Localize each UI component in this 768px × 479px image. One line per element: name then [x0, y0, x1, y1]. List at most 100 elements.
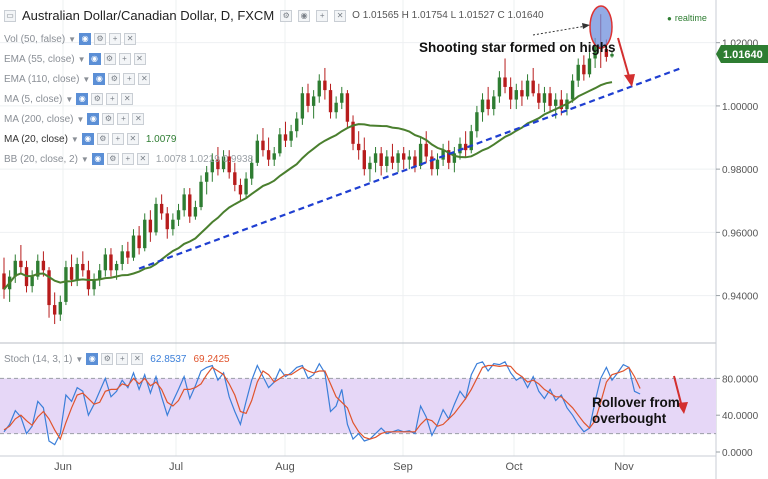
eye-icon[interactable]: ◉: [79, 33, 92, 45]
close-icon[interactable]: ✕: [138, 73, 151, 85]
settings-icon[interactable]: ⚙: [101, 353, 114, 365]
eye-icon[interactable]: ◉: [76, 93, 89, 105]
settings-icon[interactable]: ⚙: [103, 53, 116, 65]
indicator-value: 1.0079: [145, 133, 177, 145]
candle-body: [120, 251, 124, 264]
indicator-label: Stoch (14, 3, 1): [4, 353, 73, 365]
settings-icon[interactable]: ⚙: [94, 33, 107, 45]
candle-body: [356, 143, 361, 151]
eye-icon[interactable]: ◉: [81, 133, 94, 145]
settings-icon[interactable]: ⚙: [96, 133, 109, 145]
close-icon[interactable]: ✕: [334, 9, 347, 22]
indicator-legend-ema110[interactable]: EMA (110, close) ▼ ◉ ⚙ + ✕: [4, 73, 151, 85]
indicator-legend-ma200[interactable]: MA (200, close) ▼ ◉ ⚙ + ✕: [4, 113, 145, 125]
candle-body: [447, 150, 451, 163]
indicator-legend-ema55[interactable]: EMA (55, close) ▼ ◉ ⚙ + ✕: [4, 53, 146, 65]
close-icon[interactable]: ✕: [126, 133, 139, 145]
stoch-band: [0, 378, 716, 434]
indicator-legend-vol[interactable]: Vol (50, false) ▼ ◉ ⚙ + ✕: [4, 33, 137, 45]
add-icon[interactable]: +: [123, 73, 136, 85]
chevron-down-icon[interactable]: ▼: [82, 74, 91, 84]
candle-body: [368, 162, 372, 170]
candle-body: [204, 172, 209, 182]
candle-body: [306, 93, 310, 106]
candle-body: [58, 301, 62, 315]
chevron-down-icon[interactable]: ▼: [77, 54, 86, 64]
candle-body: [47, 270, 51, 306]
candle-body: [537, 93, 541, 103]
candle-body: [137, 235, 141, 249]
add-icon[interactable]: +: [117, 113, 130, 125]
candle-body: [407, 156, 412, 160]
indicator-label: EMA (55, close): [4, 53, 75, 65]
add-icon[interactable]: +: [109, 33, 122, 45]
candle-body: [508, 86, 513, 100]
add-icon[interactable]: +: [121, 153, 134, 165]
candle-body: [154, 203, 158, 233]
indicator-legend-stoch[interactable]: Stoch (14, 3, 1) ▼ ◉ ⚙ + ✕ 62.8537 69.2425: [4, 353, 230, 365]
chevron-down-icon[interactable]: ▼: [68, 34, 77, 44]
candle-body: [159, 203, 164, 214]
indicator-label: MA (5, close): [4, 93, 63, 105]
candle-body: [216, 159, 220, 170]
ma20-line: [3, 81, 613, 290]
eye-icon[interactable]: ◉: [86, 353, 99, 365]
close-icon[interactable]: ✕: [133, 53, 146, 65]
last-price-tag: 1.01640: [716, 45, 768, 64]
indicator-legend-bb[interactable]: BB (20, close, 2) ▼ ◉ ⚙ + ✕ 1.0078 1.0219 0.…: [4, 153, 253, 165]
add-icon[interactable]: +: [116, 353, 129, 365]
close-icon[interactable]: ✕: [136, 153, 149, 165]
close-icon[interactable]: ✕: [121, 93, 134, 105]
chevron-down-icon[interactable]: ▼: [75, 354, 84, 364]
settings-icon[interactable]: ⚙: [91, 93, 104, 105]
chevron-down-icon[interactable]: ▼: [80, 154, 89, 164]
indicator-legend-ma20[interactable]: MA (20, close) ▼ ◉ ⚙ + ✕ 1.0079: [4, 133, 176, 145]
indicator-legend-ma5[interactable]: MA (5, close) ▼ ◉ ⚙ + ✕: [4, 93, 134, 105]
stoch-tick-label: 0.0000: [722, 448, 753, 459]
chevron-down-icon[interactable]: ▼: [70, 134, 79, 144]
indicator-label: BB (20, close, 2): [4, 153, 78, 165]
candle-body: [463, 143, 468, 151]
stoch-tick-label: 80.0000: [722, 374, 759, 385]
close-icon[interactable]: ✕: [132, 113, 145, 125]
candle-body: [165, 213, 169, 230]
candle-body: [311, 96, 316, 106]
collapse-icon[interactable]: ▭: [4, 9, 16, 22]
symbol-title[interactable]: Australian Dollar/Canadian Dollar, D, FX…: [22, 8, 275, 23]
last-price-label: 1.01640: [723, 49, 763, 61]
candle-body: [554, 99, 558, 106]
eye-icon[interactable]: ◉: [88, 53, 101, 65]
trendline[interactable]: [138, 67, 680, 270]
candle-body: [261, 140, 265, 151]
eye-icon[interactable]: ◉: [298, 9, 311, 22]
time-axis[interactable]: Jun Jul Aug Sep Oct Nov: [0, 455, 716, 473]
price-axis[interactable]: 0.94000 0.96000 0.98000 1.00000 1.02000: [716, 39, 759, 303]
settings-icon[interactable]: ⚙: [106, 153, 119, 165]
eye-icon[interactable]: ◉: [87, 113, 100, 125]
time-tick-label: Jun: [54, 461, 72, 473]
rollover-annotation-line1: Rollover from: [592, 395, 680, 410]
candle-body: [81, 263, 85, 271]
drop-arrow-head: [624, 74, 635, 87]
chevron-down-icon[interactable]: ▼: [65, 94, 74, 104]
close-icon[interactable]: ✕: [131, 353, 144, 365]
add-icon[interactable]: +: [106, 93, 119, 105]
settings-icon[interactable]: ⚙: [102, 113, 115, 125]
stoch-axis: 0.0000 40.0000 80.0000: [716, 374, 759, 459]
candle-body: [525, 80, 530, 97]
settings-icon[interactable]: ⚙: [280, 9, 293, 22]
settings-icon[interactable]: ⚙: [108, 73, 121, 85]
realtime-status: realtime: [667, 13, 707, 23]
close-icon[interactable]: ✕: [124, 33, 137, 45]
add-icon[interactable]: +: [111, 133, 124, 145]
last-price-badge: [716, 45, 768, 64]
add-icon[interactable]: +: [316, 9, 329, 22]
eye-icon[interactable]: ◉: [93, 73, 106, 85]
candle-body: [238, 184, 243, 195]
candle-body: [109, 254, 113, 271]
add-icon[interactable]: +: [118, 53, 131, 65]
eye-icon[interactable]: ◉: [91, 153, 104, 165]
candle-body: [587, 58, 592, 75]
chevron-down-icon[interactable]: ▼: [76, 114, 85, 124]
